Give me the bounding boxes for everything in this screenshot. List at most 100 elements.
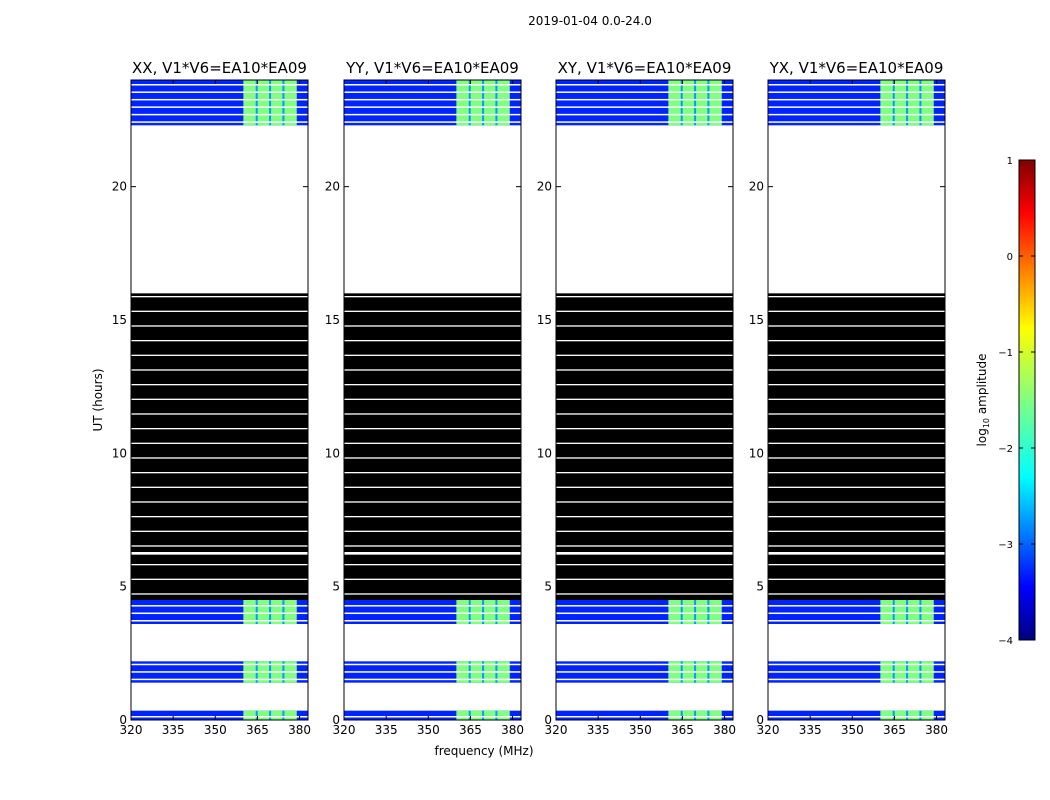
y-tick-label: 10	[325, 446, 340, 460]
segment-gap-line	[131, 121, 308, 123]
y-axis-label: UT (hours)	[91, 368, 105, 431]
segment-gap-line	[768, 612, 945, 615]
flag-gap-line	[556, 564, 733, 566]
segment-gap-line	[556, 113, 733, 116]
segment-gap-line	[131, 612, 308, 615]
channel-gap	[906, 710, 909, 720]
channel-gap	[269, 80, 272, 126]
segment-gap-line	[131, 106, 308, 108]
panel-frame	[555, 79, 734, 721]
segment-gap-line	[768, 106, 945, 108]
x-tick-label: 335	[587, 723, 610, 737]
flag-gap-line	[344, 384, 521, 386]
flag-gap-line	[344, 530, 521, 532]
y-tick-label: 0	[332, 713, 340, 727]
flag-gap-line	[556, 530, 733, 532]
flag-gap-line	[768, 428, 945, 430]
flagged-region	[768, 293, 945, 552]
panel-1: XX, V1*V6=EA10*EA09 320 335 350 365 380 0 5 10 15…	[112, 59, 311, 737]
segment-gap-line	[344, 84, 521, 86]
flag-gap-line	[131, 369, 308, 371]
flag-gap-line	[131, 340, 308, 342]
flag-gap-line	[344, 472, 521, 474]
flag-gap-line	[131, 593, 308, 595]
x-tick-label: 335	[162, 723, 185, 737]
flag-gap-line	[556, 340, 733, 342]
y-tick-label: 0	[119, 713, 127, 727]
flag-gap-line	[556, 501, 733, 503]
flag-gap-line	[556, 369, 733, 371]
y-tick-label: 10	[112, 446, 127, 460]
flag-gap-line	[556, 545, 733, 547]
y-tick-label: 15	[112, 313, 127, 327]
flag-gap-line	[131, 442, 308, 444]
channel-gap	[680, 80, 683, 126]
segment-gap-line	[344, 605, 521, 607]
segment-gap-line	[131, 678, 308, 681]
flag-gap-line	[131, 501, 308, 503]
segment-gap-line	[131, 98, 308, 101]
channel-gap	[482, 600, 485, 624]
flag-gap-line	[768, 310, 945, 312]
flag-gap-line	[344, 354, 521, 356]
channel-gap	[468, 710, 471, 720]
segment-gap-line	[344, 91, 521, 93]
flagged-region	[344, 293, 521, 552]
flag-gap-line	[344, 398, 521, 400]
flag-gap-line	[768, 501, 945, 503]
flag-gap-line	[556, 354, 733, 356]
flag-gap-line	[344, 578, 521, 580]
flagged-region	[344, 554, 521, 600]
y-tick-label: 20	[112, 180, 127, 194]
channel-gap	[282, 600, 285, 624]
segment-gap-line	[344, 671, 521, 673]
channel-gap	[255, 710, 258, 720]
flag-gap-line	[131, 472, 308, 474]
flag-gap-line	[768, 593, 945, 595]
flag-gap-line	[131, 564, 308, 566]
y-tick-label: 0	[544, 713, 552, 727]
flag-gap-line	[344, 545, 521, 547]
channel-gap	[495, 80, 498, 126]
flag-gap-line	[344, 310, 521, 312]
segment-gap-line	[131, 91, 308, 93]
flag-gap-line	[344, 457, 521, 459]
flag-gap-line	[556, 325, 733, 327]
channel-gap	[482, 80, 485, 126]
segment-gap-line	[344, 678, 521, 681]
segment-gap-line	[344, 612, 521, 615]
flag-gap-line	[344, 564, 521, 566]
x-tick-label: 380	[713, 723, 736, 737]
channel-gap	[694, 80, 697, 126]
panel-2: YY, V1*V6=EA10*EA09 320 335 350 365 380 0 5 10 15…	[325, 59, 524, 737]
flag-gap-line	[556, 296, 733, 298]
channel-gap	[906, 600, 909, 624]
x-tick-label: 320	[757, 723, 780, 737]
colorbar-tick-label: −2	[998, 444, 1013, 455]
channel-gap	[892, 80, 895, 126]
flag-gap-line	[556, 428, 733, 430]
segment-gap-line	[344, 716, 521, 718]
segment-gap-line	[556, 612, 733, 615]
flag-gap-line	[344, 340, 521, 342]
channel-gap	[495, 600, 498, 624]
panel-frame	[767, 79, 946, 721]
segment-gap-line	[768, 663, 945, 666]
segment-gap-line	[344, 113, 521, 116]
flag-gap-line	[768, 486, 945, 488]
channel-gap	[680, 600, 683, 624]
channel-gap	[282, 80, 285, 126]
channel-gap	[468, 80, 471, 126]
channel-gap	[707, 710, 710, 720]
panel-title: XX, V1*V6=EA10*EA09	[132, 59, 307, 77]
colorbar-tick-label: −4	[998, 636, 1013, 647]
y-tick-label: 5	[756, 580, 764, 594]
x-tick-label: 350	[841, 723, 864, 737]
flag-gap-line	[768, 530, 945, 532]
flag-gap-line	[131, 384, 308, 386]
flag-gap-line	[768, 296, 945, 298]
segment-gap-line	[131, 671, 308, 673]
y-tick-label: 5	[119, 580, 127, 594]
segment-gap-line	[556, 121, 733, 123]
flag-gap-line	[768, 578, 945, 580]
